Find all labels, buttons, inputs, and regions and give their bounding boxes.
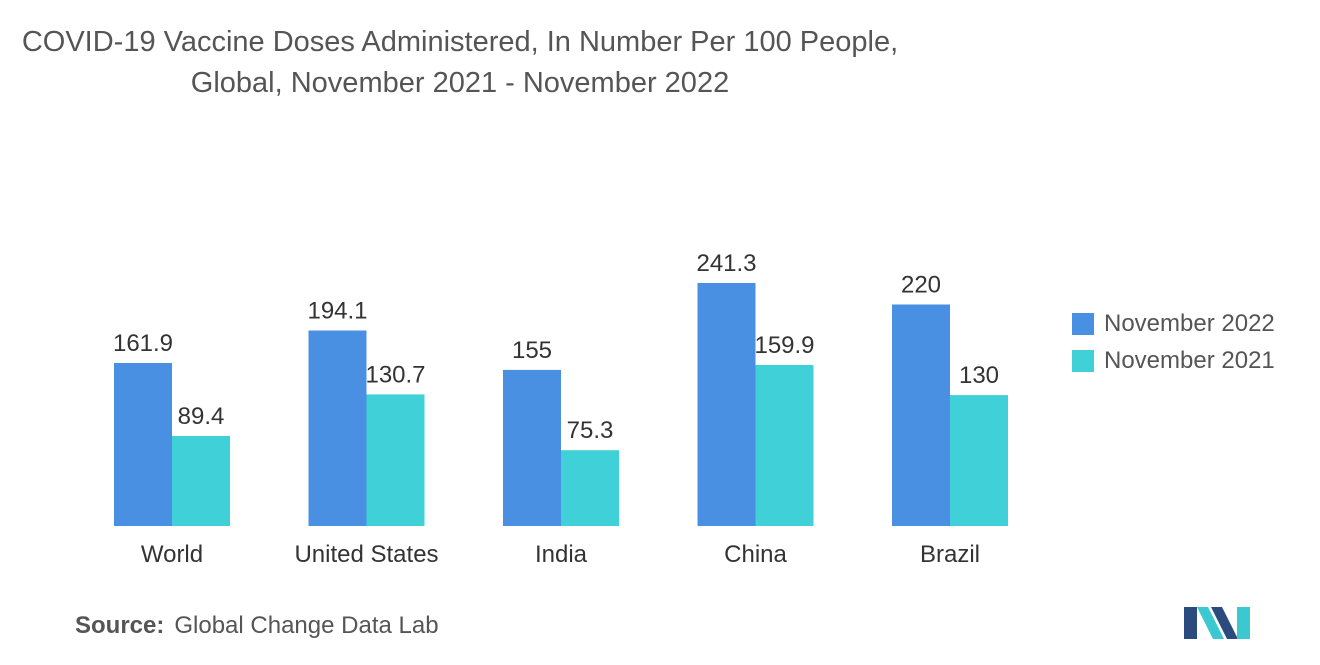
legend-swatch-november-2021 <box>1072 349 1094 372</box>
data-label-china-november-2021: 159.9 <box>754 332 814 359</box>
chart-title-line-2: Global, November 2021 - November 2022 <box>190 67 730 99</box>
bar-world-november-2022 <box>114 363 172 526</box>
data-label-brazil-november-2022: 220 <box>901 272 941 299</box>
legend-label-november-2022: November 2022 <box>1104 309 1275 337</box>
bar-china-november-2021 <box>755 365 814 526</box>
data-label-india-november-2022: 155 <box>512 337 552 364</box>
bar-india-november-2022 <box>503 369 561 526</box>
x-tick-label-world: World <box>141 541 203 568</box>
logo-shape-right <box>1237 607 1250 639</box>
bar-india-november-2021 <box>561 450 619 526</box>
legend-swatch-november-2022 <box>1072 312 1094 335</box>
data-label-brazil-november-2021: 130 <box>959 362 999 389</box>
legend-label-november-2021: November 2021 <box>1104 346 1275 374</box>
logo-shape-left <box>1184 607 1197 639</box>
legend-item-november-2021: November 2021 <box>1072 342 1275 379</box>
mordor-intelligence-logo-icon <box>1184 607 1250 639</box>
bar-brazil-november-2022 <box>892 304 950 526</box>
x-tick-label-brazil: Brazil <box>920 541 980 568</box>
data-label-world-november-2021: 89.4 <box>178 403 225 430</box>
chart-legend: November 2022 November 2021 <box>1072 305 1275 379</box>
bar-world-november-2021 <box>172 436 230 526</box>
data-label-world-november-2022: 161.9 <box>113 330 173 357</box>
legend-item-november-2022: November 2022 <box>1072 305 1275 342</box>
bar-chart: 161.9 89.4 World 194.1 130.7 United States 155… <box>113 250 1008 568</box>
x-tick-label-united-states: United States <box>294 541 438 568</box>
logo-shape-mid-2 <box>1211 607 1238 639</box>
x-tick-label-china: China <box>724 541 787 568</box>
chart-title: COVID-19 Vaccine Doses Administered, In … <box>0 22 920 104</box>
data-label-united-states-november-2022: 194.1 <box>307 298 367 325</box>
source-text: Global Change Data Lab <box>174 612 439 639</box>
bar-united-states-november-2022 <box>308 330 367 526</box>
logo-shape-mid-1 <box>1197 607 1224 639</box>
bar-united-states-november-2021 <box>366 394 425 526</box>
source-label: Source: <box>75 612 165 639</box>
data-label-china-november-2022: 241.3 <box>696 250 756 277</box>
bar-brazil-november-2021 <box>950 395 1008 526</box>
data-label-united-states-november-2021: 130.7 <box>365 361 425 388</box>
data-label-india-november-2021: 75.3 <box>567 417 614 444</box>
chart-title-line-1: COVID-19 Vaccine Doses Administered, In … <box>21 26 899 58</box>
bar-china-november-2022 <box>697 283 756 526</box>
source-note: Source: Global Change Data Lab <box>75 612 439 640</box>
x-tick-label-india: India <box>535 541 588 568</box>
